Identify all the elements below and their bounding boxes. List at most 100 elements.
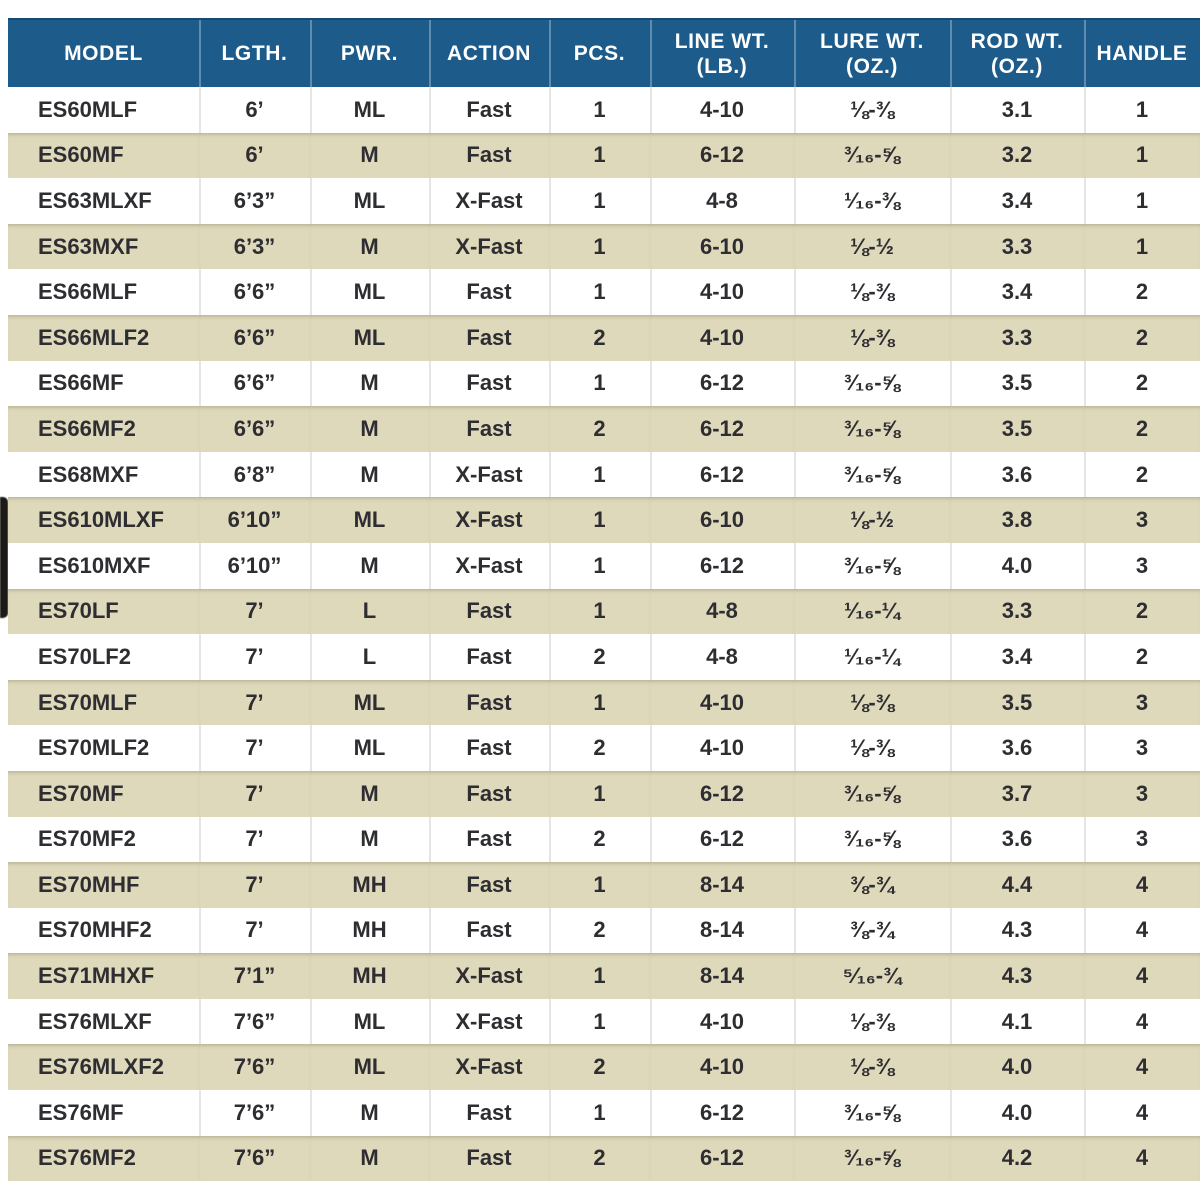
table-row: ES70MHF 7’ MH Fast 1 8-14 ⅜-¾ 4.4 4 <box>8 862 1200 908</box>
table-row: ES70MLF 7’ ML Fast 1 4-10 ⅛-⅜ 3.5 3 <box>8 679 1200 726</box>
cell-model: ES70MLF <box>8 679 199 726</box>
cell-action: Fast <box>429 725 549 771</box>
table-row: ES610MLXF 6’10” ML X-Fast 1 6-10 ⅛-½ 3.8 3 <box>8 497 1200 543</box>
cell-rod-wt: 3.3 <box>950 223 1084 270</box>
cell-action: Fast <box>429 634 549 680</box>
cell-action: Fast <box>429 816 549 863</box>
cell-length: 6’6” <box>199 269 310 315</box>
cell-line-wt: 4-10 <box>650 269 794 315</box>
table-row: ES70MF 7’ M Fast 1 6-12 ³⁄₁₆-⅝ 3.7 3 <box>8 770 1200 817</box>
cell-rod-wt: 4.0 <box>950 1090 1084 1136</box>
cell-pieces: 1 <box>549 497 650 543</box>
cell-pieces: 1 <box>549 542 650 589</box>
cell-pieces: 1 <box>549 269 650 315</box>
cell-lure-wt: ³⁄₁₆-⅝ <box>794 542 950 589</box>
cell-model: ES76MLXF2 <box>8 1044 199 1091</box>
cell-pieces: 2 <box>549 725 650 771</box>
cell-power: M <box>310 542 429 589</box>
cell-action: X-Fast <box>429 451 549 498</box>
cell-action: X-Fast <box>429 953 549 999</box>
cell-model: ES70MF2 <box>8 816 199 863</box>
cell-length: 6’10” <box>199 497 310 543</box>
cell-pieces: 2 <box>549 634 650 680</box>
cell-rod-wt: 4.2 <box>950 1135 1084 1182</box>
rod-spec-table: MODEL LGTH. PWR. ACTION PCS. LINE WT. (LB.) LUR… <box>8 18 1200 1182</box>
cell-lure-wt: ⅛-⅜ <box>794 269 950 315</box>
col-header-action: ACTION <box>429 18 549 87</box>
cell-model: ES76MF <box>8 1090 199 1136</box>
spec-table-container: MODEL LGTH. PWR. ACTION PCS. LINE WT. (LB.) LUR… <box>8 18 1200 1182</box>
cell-model: ES63MXF <box>8 223 199 270</box>
cell-power: L <box>310 634 429 680</box>
cell-length: 7’ <box>199 816 310 863</box>
cell-length: 7’6” <box>199 1135 310 1182</box>
cell-handle: 2 <box>1084 451 1200 498</box>
col-header-line: PWR. <box>340 42 399 65</box>
cell-pieces: 2 <box>549 1135 650 1182</box>
cell-handle: 4 <box>1084 1044 1200 1091</box>
cell-line-wt: 4-8 <box>650 588 794 635</box>
cell-model: ES70MHF2 <box>8 907 199 954</box>
cell-action: X-Fast <box>429 998 549 1045</box>
cell-power: ML <box>310 497 429 543</box>
cell-power: ML <box>310 269 429 315</box>
cell-pieces: 1 <box>549 770 650 817</box>
cell-length: 6’6” <box>199 314 310 361</box>
cell-line-wt: 6-12 <box>650 770 794 817</box>
cell-lure-wt: ⅜-¾ <box>794 907 950 954</box>
cell-power: M <box>310 1090 429 1136</box>
cell-power: ML <box>310 87 429 133</box>
cell-action: X-Fast <box>429 1044 549 1091</box>
cell-line-wt: 4-10 <box>650 1044 794 1091</box>
cell-rod-wt: 4.0 <box>950 542 1084 589</box>
cell-pieces: 2 <box>549 816 650 863</box>
cell-power: M <box>310 360 429 407</box>
cell-handle: 4 <box>1084 1090 1200 1136</box>
cell-pieces: 2 <box>549 314 650 361</box>
cell-line-wt: 4-10 <box>650 725 794 771</box>
cell-model: ES66MF <box>8 360 199 407</box>
col-header-line-wt: LINE WT. (LB.) <box>650 18 794 87</box>
cell-length: 7’ <box>199 770 310 817</box>
cell-handle: 3 <box>1084 679 1200 726</box>
cell-length: 6’3” <box>199 223 310 270</box>
cell-pieces: 1 <box>549 1090 650 1136</box>
cell-lure-wt: ³⁄₁₆-⅝ <box>794 1090 950 1136</box>
col-header-line: (OZ.) <box>846 54 898 78</box>
col-header-line: (LB.) <box>696 54 748 78</box>
cell-lure-wt: ⅛-½ <box>794 223 950 270</box>
cell-line-wt: 8-14 <box>650 862 794 908</box>
cell-pieces: 2 <box>549 406 650 452</box>
cell-length: 6’3” <box>199 178 310 224</box>
cell-lure-wt: ¹⁄₁₆-¼ <box>794 634 950 680</box>
cell-line-wt: 8-14 <box>650 907 794 954</box>
cell-lure-wt: ⅛-⅜ <box>794 679 950 726</box>
cell-length: 7’6” <box>199 998 310 1045</box>
cell-line-wt: 6-12 <box>650 1135 794 1182</box>
cell-power: M <box>310 406 429 452</box>
col-header-line: PCS. <box>573 42 626 65</box>
cell-power: M <box>310 132 429 179</box>
cell-handle: 4 <box>1084 907 1200 954</box>
cell-power: L <box>310 588 429 635</box>
cell-rod-wt: 3.4 <box>950 269 1084 315</box>
cell-line-wt: 6-12 <box>650 406 794 452</box>
cell-lure-wt: ⅛-⅜ <box>794 314 950 361</box>
cell-line-wt: 4-8 <box>650 634 794 680</box>
dark-edge-artifact <box>0 497 8 618</box>
cell-model: ES70LF2 <box>8 634 199 680</box>
cell-handle: 3 <box>1084 725 1200 771</box>
table-row: ES610MXF 6’10” M X-Fast 1 6-12 ³⁄₁₆-⅝ 4.0 3 <box>8 542 1200 589</box>
cell-length: 7’ <box>199 634 310 680</box>
cell-power: ML <box>310 725 429 771</box>
cell-line-wt: 4-10 <box>650 314 794 361</box>
table-row: ES66MLF 6’6” ML Fast 1 4-10 ⅛-⅜ 3.4 2 <box>8 269 1200 315</box>
table-row: ES66MF 6’6” M Fast 1 6-12 ³⁄₁₆-⅝ 3.5 2 <box>8 360 1200 407</box>
cell-rod-wt: 3.3 <box>950 314 1084 361</box>
table-row: ES66MF2 6’6” M Fast 2 6-12 ³⁄₁₆-⅝ 3.5 2 <box>8 406 1200 452</box>
cell-line-wt: 6-12 <box>650 132 794 179</box>
cell-lure-wt: ⅛-⅜ <box>794 1044 950 1091</box>
cell-power: ML <box>310 998 429 1045</box>
cell-handle: 1 <box>1084 178 1200 224</box>
cell-pieces: 1 <box>549 132 650 179</box>
